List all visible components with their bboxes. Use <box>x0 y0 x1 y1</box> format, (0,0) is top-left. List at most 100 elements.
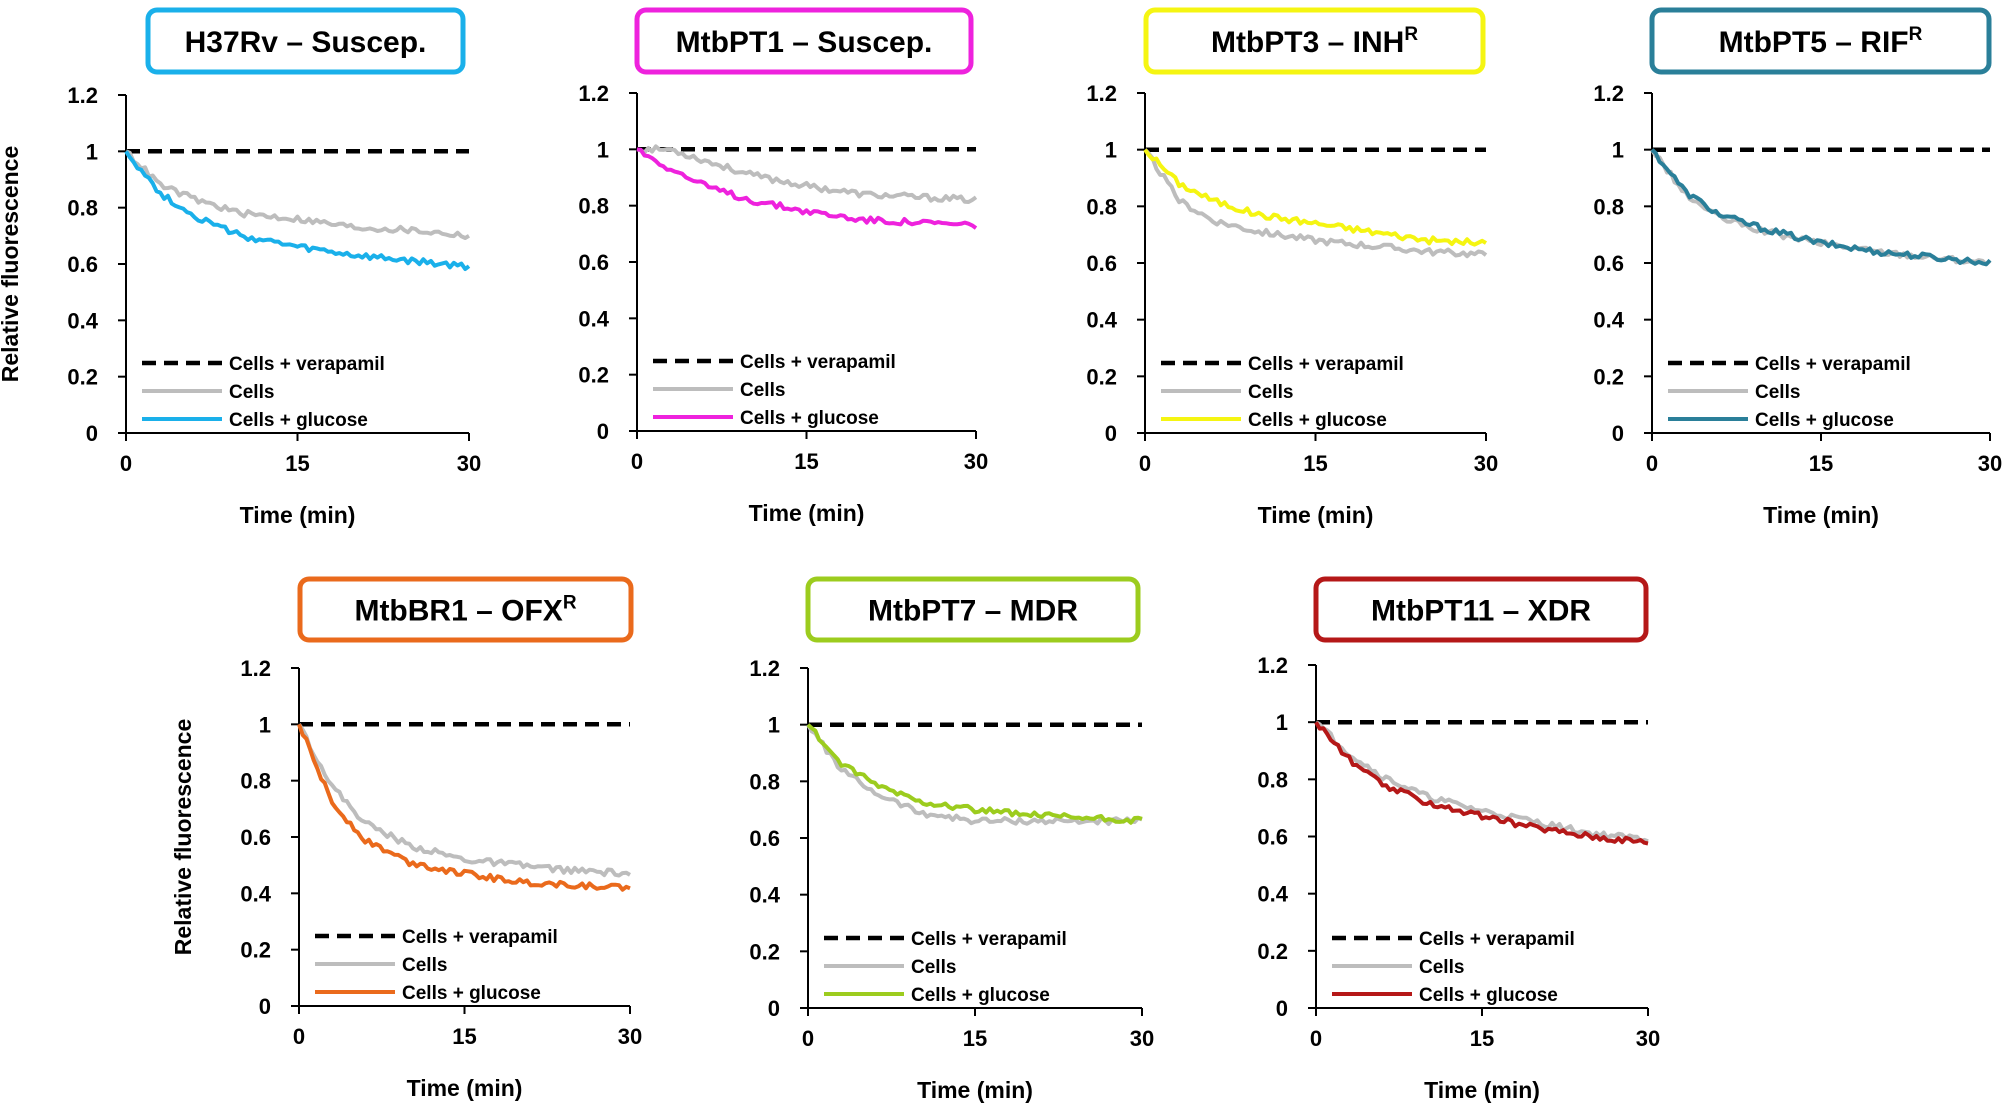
series-glucose <box>1143 148 1488 247</box>
panel-title: MtbPT7 – MDR <box>868 595 1078 628</box>
x-tick-label: 15 <box>794 449 818 474</box>
y-tick-label: 1.2 <box>240 656 271 681</box>
y-tick-label: 0.8 <box>1593 194 1624 219</box>
x-tick-label: 0 <box>631 449 643 474</box>
y-tick-label: 0.2 <box>240 938 271 963</box>
y-tick-label: 0.4 <box>1257 882 1288 907</box>
y-tick-label: 1.2 <box>1086 81 1117 106</box>
x-tick-label: 30 <box>1130 1026 1154 1051</box>
y-tick-label: 0 <box>597 419 609 444</box>
panel-title: H37Rv – Suscep. <box>185 26 427 59</box>
y-tick-label: 1.2 <box>749 656 780 681</box>
x-tick-label: 15 <box>963 1026 987 1051</box>
x-tick-label: 30 <box>1474 451 1498 476</box>
series-glucose <box>1650 148 1992 267</box>
panel-title: MtbPT5 – RIFR <box>1719 24 1923 59</box>
title-box <box>297 576 634 643</box>
legend-label: Cells + verapamil <box>740 352 896 373</box>
y-tick-label: 0.4 <box>240 881 271 906</box>
y-tick-label: 0.4 <box>578 306 609 331</box>
title-box <box>145 7 466 75</box>
y-tick-label: 0 <box>86 421 98 446</box>
legend-label: Cells <box>1248 382 1293 403</box>
series-glucose <box>124 150 471 271</box>
y-tick-label: 0.2 <box>1593 364 1624 389</box>
y-tick-label: 0.8 <box>1086 194 1117 219</box>
y-tick-label: 0.4 <box>749 883 780 908</box>
x-axis-label: Time (min) <box>917 1077 1033 1103</box>
x-tick-label: 0 <box>1310 1026 1322 1051</box>
panel-3: MtbPT3 – INHR 0 0.2 0.4 0.6 0.8 1 1.2 0 15 30 Time … <box>1086 7 1498 528</box>
legend-label: Cells + verapamil <box>911 929 1067 950</box>
y-tick-label: 1 <box>259 712 271 737</box>
series-cells <box>125 149 471 240</box>
panel-title: MtbPT3 – INHR <box>1211 24 1418 59</box>
x-tick-label: 15 <box>1303 451 1327 476</box>
title-superscript: R <box>1909 24 1923 45</box>
y-tick-label: 0.2 <box>1086 364 1117 389</box>
y-tick-label: 0.2 <box>67 365 98 390</box>
y-axis-label: Relative fluorescence <box>0 146 23 383</box>
y-tick-label: 1.2 <box>1593 81 1624 106</box>
y-tick-label: 0.6 <box>578 250 609 275</box>
y-tick-label: 0.8 <box>578 194 609 219</box>
x-tick-label: 30 <box>1978 451 2002 476</box>
panel-5: MtbBR1 – OFXR 0 0.2 0.4 0.6 0.8 1 1.2 0 15 30 Time … <box>170 576 642 1101</box>
y-tick-label: 1.2 <box>67 83 98 108</box>
y-tick-label: 0 <box>1276 996 1288 1021</box>
x-tick-label: 30 <box>964 449 988 474</box>
legend-label: Cells <box>1419 957 1464 978</box>
legend-label: Cells + verapamil <box>1248 354 1404 375</box>
series-cells <box>297 723 631 878</box>
y-tick-label: 0.4 <box>1593 308 1624 333</box>
x-tick-label: 0 <box>802 1026 814 1051</box>
x-axis-label: Time (min) <box>240 502 356 528</box>
title-box <box>805 576 1141 643</box>
legend-label: Cells <box>740 380 785 401</box>
legend-label: Cells <box>402 955 447 976</box>
y-tick-label: 1.2 <box>1257 653 1288 678</box>
title-superscript: R <box>563 593 577 614</box>
panel-title: MtbPT11 – XDR <box>1371 595 1591 628</box>
panel-7: MtbPT11 – XDR 0 0.2 0.4 0.6 0.8 1 1.2 0 15 30 Time … <box>1257 576 1660 1103</box>
x-tick-label: 15 <box>1470 1026 1494 1051</box>
x-tick-label: 0 <box>120 451 132 476</box>
y-tick-label: 1 <box>768 713 780 738</box>
y-tick-label: 0.6 <box>749 826 780 851</box>
y-tick-label: 0.6 <box>67 252 98 277</box>
y-tick-label: 1 <box>1276 710 1288 735</box>
y-tick-label: 0 <box>1612 421 1624 446</box>
legend-label: Cells + verapamil <box>1419 929 1575 950</box>
y-tick-label: 0 <box>259 994 271 1019</box>
y-tick-label: 0.6 <box>1086 251 1117 276</box>
x-tick-label: 30 <box>618 1024 642 1049</box>
title-superscript: R <box>1404 24 1418 45</box>
y-tick-label: 0.6 <box>1593 251 1624 276</box>
title-box <box>634 7 974 75</box>
title-box <box>1143 7 1486 75</box>
x-axis-label: Time (min) <box>407 1075 523 1101</box>
legend-label: Cells + glucose <box>1248 410 1387 431</box>
series-glucose <box>297 723 631 892</box>
legend-label: Cells + verapamil <box>229 354 385 375</box>
panel-1: H37Rv – Suscep. 0 0.2 0.4 0.6 0.8 1 1.2 0 15 30 Tim… <box>0 7 481 528</box>
y-tick-label: 1.2 <box>578 81 609 106</box>
panel-title: MtbBR1 – OFXR <box>354 593 576 628</box>
legend-label: Cells + glucose <box>402 983 541 1004</box>
y-tick-label: 0.2 <box>578 363 609 388</box>
y-tick-label: 0 <box>1105 421 1117 446</box>
x-axis-label: Time (min) <box>1424 1077 1540 1103</box>
y-tick-label: 0.6 <box>240 825 271 850</box>
x-tick-label: 15 <box>452 1024 476 1049</box>
legend-label: Cells + glucose <box>740 408 879 429</box>
x-tick-label: 0 <box>293 1024 305 1049</box>
panel-6: MtbPT7 – MDR 0 0.2 0.4 0.6 0.8 1 1.2 0 15 30 Time (… <box>749 576 1154 1103</box>
y-tick-label: 1 <box>1612 138 1624 163</box>
x-axis-label: Time (min) <box>1258 502 1374 528</box>
legend-label: Cells + verapamil <box>402 927 558 948</box>
legend-label: Cells + glucose <box>911 985 1050 1006</box>
legend-label: Cells <box>1755 382 1800 403</box>
x-tick-label: 30 <box>1636 1026 1660 1051</box>
x-tick-label: 30 <box>457 451 481 476</box>
